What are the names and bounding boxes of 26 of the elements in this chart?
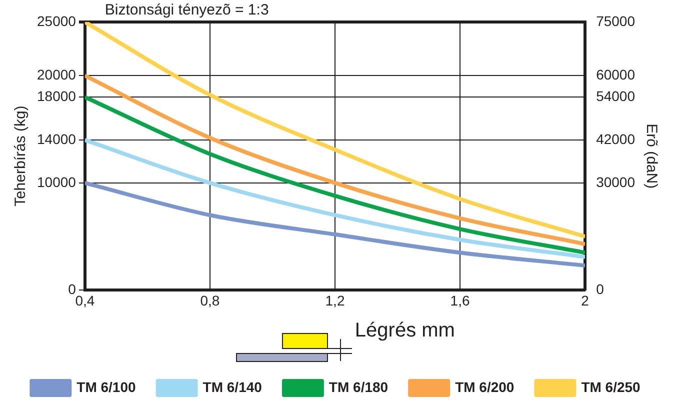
x-tick-label: 1,6 [450,292,470,308]
y-tick-label: 25000 [36,12,76,29]
x-tick-label: 1,2 [325,292,345,308]
y-tick-label: 10000 [36,174,76,190]
y-axis-title: Teherbírás (kg) [12,106,30,207]
y2-tick-label: 42000 [596,130,636,147]
y2-tick-label: 30000 [596,174,636,190]
x-tick-label: 0,8 [200,292,220,308]
text: Biztonsági tényezõ = 1:3 [104,2,269,19]
y2-tick-label: 0 [596,281,604,298]
legend-label: TM 6/200 [455,378,514,395]
y2-tick-label: 54000 [596,88,636,104]
legend-label: TM 6/100 [76,378,136,395]
y-tick-label: 20000 [36,66,76,82]
legend-label: TM 6/250 [581,378,641,395]
y-tick-label: 14000 [36,130,76,147]
y2-axis-title: Erõ (daN) [642,124,660,189]
x-tick-label: 0,4 [75,292,95,308]
y-tick-label: 0 [68,281,76,298]
legend-label: TM 6/180 [328,378,388,395]
x-axis-title: Légrés mm [354,320,455,342]
y2-tick-label: 75000 [596,12,636,29]
y2-tick-label: 60000 [596,66,636,82]
y-tick-label: 18000 [36,88,76,104]
legend-label: TM 6/140 [202,378,262,395]
x-tick-label: 2 [581,292,590,308]
